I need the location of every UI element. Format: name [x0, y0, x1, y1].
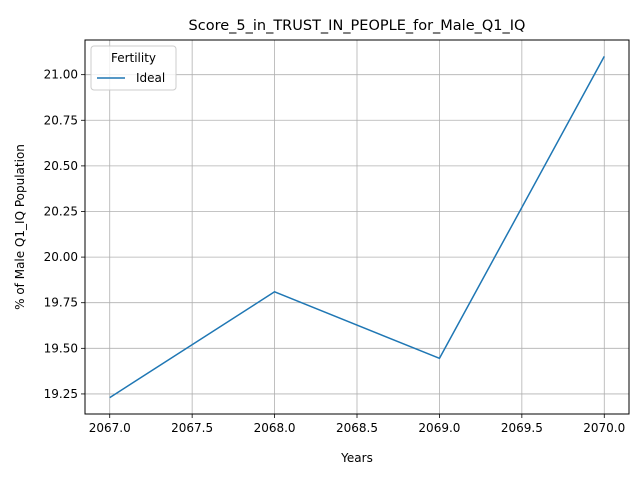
y-axis-label: % of Male Q1_IQ Population — [13, 144, 27, 310]
y-axis: 19.25 19.50 19.75 20.00 20.25 20.50 20.75 21.00 — [44, 68, 85, 401]
chart-title: Score_5_in_TRUST_IN_PEOPLE_for_Male_Q1_I… — [189, 18, 526, 34]
y-tick-label: 20.25 — [44, 204, 78, 218]
y-tick-label: 20.50 — [44, 159, 78, 173]
y-tick-label: 19.75 — [44, 296, 78, 310]
y-tick-label: 21.00 — [44, 68, 78, 82]
legend-label-ideal: Ideal — [136, 71, 165, 85]
x-axis: 2067.0 2067.5 2068.0 2068.5 2069.0 2069.5 2070… — [89, 414, 625, 435]
x-axis-label: Years — [340, 451, 373, 465]
x-tick-label: 2068.0 — [254, 421, 296, 435]
x-tick-label: 2069.0 — [418, 421, 460, 435]
series-line-ideal — [109, 56, 605, 399]
y-tick-label: 19.25 — [44, 387, 78, 401]
y-tick-label: 20.00 — [44, 250, 78, 264]
x-tick-label: 2070.0 — [583, 421, 625, 435]
legend-box — [90, 45, 177, 91]
x-tick-label: 2067.0 — [89, 421, 131, 435]
series-layer — [109, 56, 605, 399]
y-tick-label: 20.75 — [44, 113, 78, 127]
x-tick-label: 2067.5 — [171, 421, 213, 435]
legend-title: Fertility — [111, 51, 156, 65]
x-tick-label: 2069.5 — [501, 421, 543, 435]
y-tick-label: 19.50 — [44, 341, 78, 355]
legend: Fertility Ideal — [90, 45, 177, 91]
x-tick-label: 2068.5 — [336, 421, 378, 435]
grid — [85, 40, 629, 414]
